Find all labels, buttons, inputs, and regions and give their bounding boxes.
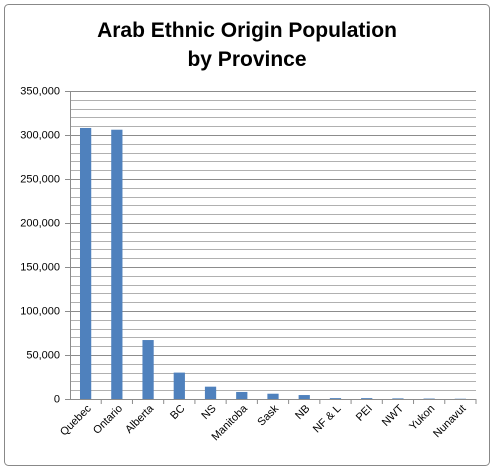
- y-tick-label: 350,000: [20, 85, 60, 97]
- bar: [173, 372, 185, 399]
- bar: [142, 340, 154, 399]
- y-tick-label: 200,000: [20, 217, 60, 229]
- y-tick-label: 250,000: [20, 173, 60, 185]
- chart-border: [4, 4, 490, 466]
- bar: [298, 395, 310, 399]
- bar: [267, 393, 279, 399]
- bar: [111, 129, 123, 399]
- y-tick-label: 0: [54, 393, 60, 405]
- y-tick-label: 100,000: [20, 305, 60, 317]
- bar: [329, 398, 342, 399]
- bar: [392, 398, 404, 399]
- bar: [204, 386, 217, 399]
- y-tick-label: 150,000: [20, 261, 60, 273]
- bar: [79, 127, 92, 400]
- bar: [236, 391, 248, 399]
- y-tick-label: 50,000: [26, 349, 60, 361]
- bar: [361, 398, 373, 399]
- y-tick-label: 300,000: [20, 129, 60, 141]
- chart-title: Arab Ethnic Origin Population by Provinc…: [97, 19, 397, 71]
